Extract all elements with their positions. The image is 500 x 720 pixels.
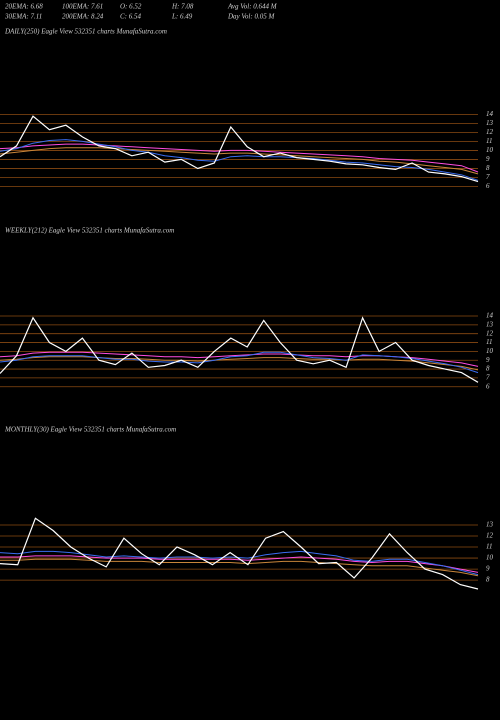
panel-title: WEEKLY(212) Eagle View 532351 charts Mun…: [5, 227, 174, 235]
header-stat: 200EMA: 8.24: [62, 13, 104, 21]
price-line: [0, 558, 479, 577]
header-stat: O: 6.52: [120, 3, 142, 11]
y-tick-label: 11: [486, 543, 492, 551]
header-stat: 20EMA: 6.68: [5, 3, 43, 11]
price-line: [0, 143, 479, 173]
price-line: [0, 356, 479, 371]
y-tick-label: 10: [486, 146, 494, 154]
y-tick-label: 11: [486, 137, 492, 145]
y-tick-label: 12: [486, 329, 494, 337]
y-tick-label: 13: [486, 320, 494, 328]
price-line: [0, 550, 479, 576]
y-tick-label: 13: [486, 521, 494, 529]
y-tick-label: 7: [486, 173, 490, 181]
y-tick-label: 9: [486, 565, 490, 573]
y-tick-label: 14: [486, 312, 494, 320]
header-stat: 100EMA: 7.61: [62, 3, 103, 11]
y-tick-label: 8: [486, 365, 490, 373]
y-tick-label: 12: [486, 532, 494, 540]
price-line: [0, 517, 479, 590]
panel-title: DAILY(250) Eagle View 532351 charts Muna…: [4, 28, 167, 36]
y-tick-label: 13: [486, 119, 494, 127]
price-line: [0, 139, 479, 181]
y-tick-label: 6: [486, 182, 490, 190]
price-line: [0, 555, 479, 573]
header-stat: Avg Vol: 0.644 M: [227, 3, 278, 11]
y-tick-label: 7: [486, 374, 490, 382]
panel-title: MONTHLY(30) Eagle View 532351 charts Mun…: [4, 426, 176, 434]
price-line: [0, 147, 479, 175]
y-tick-label: 14: [486, 110, 494, 118]
header-stat: Day Vol: 0.05 M: [227, 13, 275, 21]
y-tick-label: 10: [486, 554, 494, 562]
y-tick-label: 8: [486, 164, 490, 172]
header-stat: H: 7.08: [171, 3, 194, 11]
y-tick-label: 12: [486, 128, 494, 136]
header-stat: 30EMA: 7.11: [4, 13, 42, 21]
header-stat: L: 6.49: [171, 13, 193, 21]
y-tick-label: 10: [486, 347, 494, 355]
y-tick-label: 8: [486, 576, 490, 584]
header-stat: C: 6.54: [120, 13, 142, 21]
price-line: [0, 316, 479, 383]
y-tick-label: 9: [486, 155, 490, 163]
y-tick-label: 11: [486, 338, 492, 346]
y-tick-label: 6: [486, 382, 490, 390]
y-tick-label: 9: [486, 356, 490, 364]
price-line: [0, 115, 479, 183]
price-line: [0, 351, 479, 374]
